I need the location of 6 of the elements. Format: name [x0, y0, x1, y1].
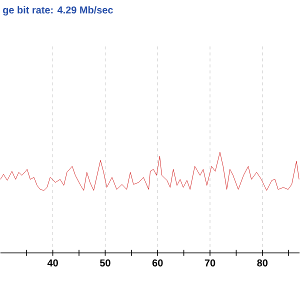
chart-title: ge bit rate: 4.29 Mb/sec [3, 6, 113, 16]
x-tick-label: 50 [100, 259, 110, 266]
x-tick-label: 70 [204, 259, 216, 266]
x-tick-label: 60 [152, 259, 163, 266]
x-tick-label: 80 [257, 259, 268, 266]
x-tick-label: 40 [47, 259, 58, 266]
